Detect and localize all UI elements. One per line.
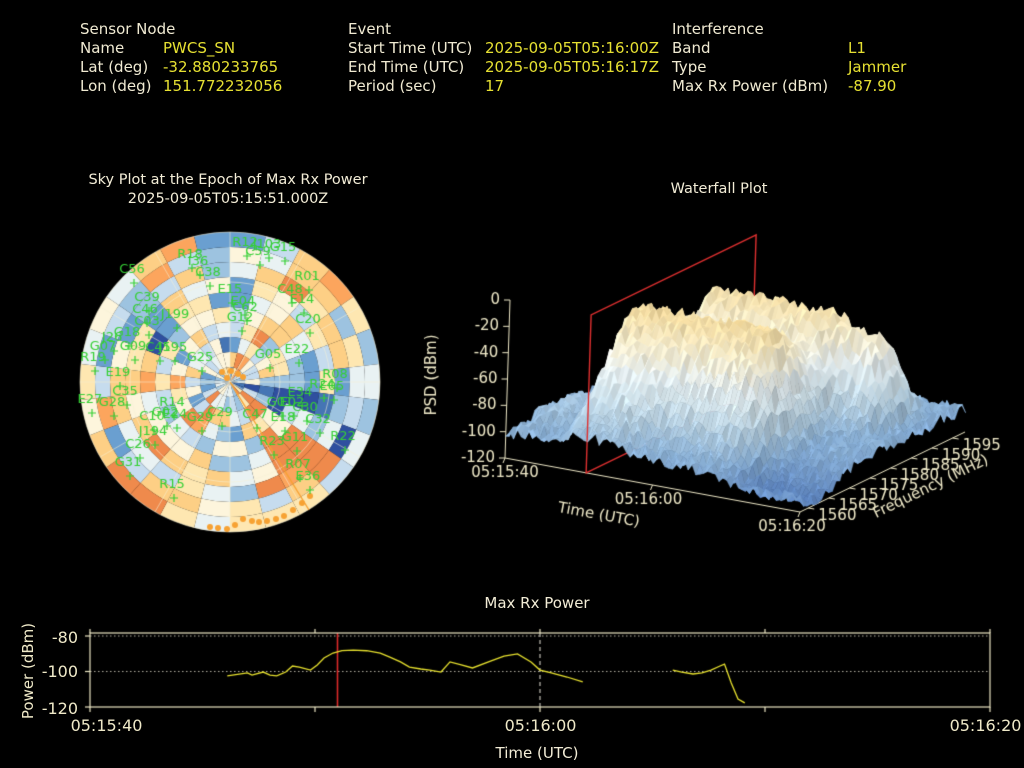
- waterfall-canvas: [415, 225, 1024, 545]
- interference-type-label: Type: [672, 58, 707, 76]
- event-end-row: End Time (UTC) 2025-09-05T05:16:17Z: [348, 58, 659, 77]
- interference-power-label: Max Rx Power (dBm): [672, 77, 829, 95]
- power-ytick-neg100: -100: [41, 662, 78, 681]
- sensor-node-panel: Sensor Node Name PWCS_SN Lat (deg) -32.8…: [80, 20, 282, 96]
- sensor-name-label: Name: [80, 39, 125, 57]
- interference-type-value: Jammer: [848, 58, 907, 76]
- power-xtick-051540: 05:15:40: [70, 716, 143, 735]
- interference-panel: Interference Band L1 Type Jammer Max Rx …: [672, 20, 906, 96]
- interference-power-row: Max Rx Power (dBm) -87.90: [672, 77, 906, 96]
- event-panel: Event Start Time (UTC) 2025-09-05T05:16:…: [348, 20, 659, 96]
- sensor-node-title: Sensor Node: [80, 20, 176, 38]
- power-ytick-neg80: -80: [51, 628, 78, 647]
- interference-band-value: L1: [848, 39, 866, 57]
- sky-plot-title: Sky Plot at the Epoch of Max Rx Power: [88, 172, 368, 188]
- interference-band-row: Band L1: [672, 39, 906, 58]
- sensor-lat-label: Lat (deg): [80, 58, 149, 76]
- event-start-row: Start Time (UTC) 2025-09-05T05:16:00Z: [348, 39, 659, 58]
- event-period-value: 17: [485, 77, 505, 95]
- event-period-row: Period (sec) 17: [348, 77, 659, 96]
- event-title: Event: [348, 20, 391, 38]
- power-plot-xlabel: Time (UTC): [495, 744, 579, 762]
- event-end-value: 2025-09-05T05:16:17Z: [485, 58, 659, 76]
- interference-band-label: Band: [672, 39, 711, 57]
- waterfall-title: Waterfall Plot: [670, 181, 768, 197]
- sensor-lat-row: Lat (deg) -32.880233765: [80, 58, 282, 77]
- sensor-lon-label: Lon (deg): [80, 77, 152, 95]
- sensor-name-row: Name PWCS_SN: [80, 39, 282, 58]
- power-xtick-051620: 05:16:20: [949, 716, 1022, 735]
- sensor-lat-value: -32.880233765: [163, 58, 279, 76]
- interference-power-value: -87.90: [848, 77, 897, 95]
- event-end-label: End Time (UTC): [348, 58, 465, 76]
- sensor-lon-row: Lon (deg) 151.772232056: [80, 77, 282, 96]
- interference-title: Interference: [672, 20, 764, 38]
- event-start-label: Start Time (UTC): [348, 39, 473, 57]
- sky-plot-subtitle: 2025-09-05T05:15:51.000Z: [127, 191, 329, 207]
- sky-plot-canvas: [72, 224, 392, 544]
- sensor-lon-value: 151.772232056: [163, 77, 283, 95]
- sensor-name-value: PWCS_SN: [163, 39, 236, 57]
- event-start-value: 2025-09-05T05:16:00Z: [485, 39, 659, 57]
- interference-type-row: Type Jammer: [672, 58, 906, 77]
- power-plot-canvas: [0, 585, 1024, 768]
- power-xtick-051600: 05:16:00: [504, 716, 577, 735]
- event-period-label: Period (sec): [348, 77, 437, 95]
- power-ytick-neg120: -120: [41, 699, 78, 718]
